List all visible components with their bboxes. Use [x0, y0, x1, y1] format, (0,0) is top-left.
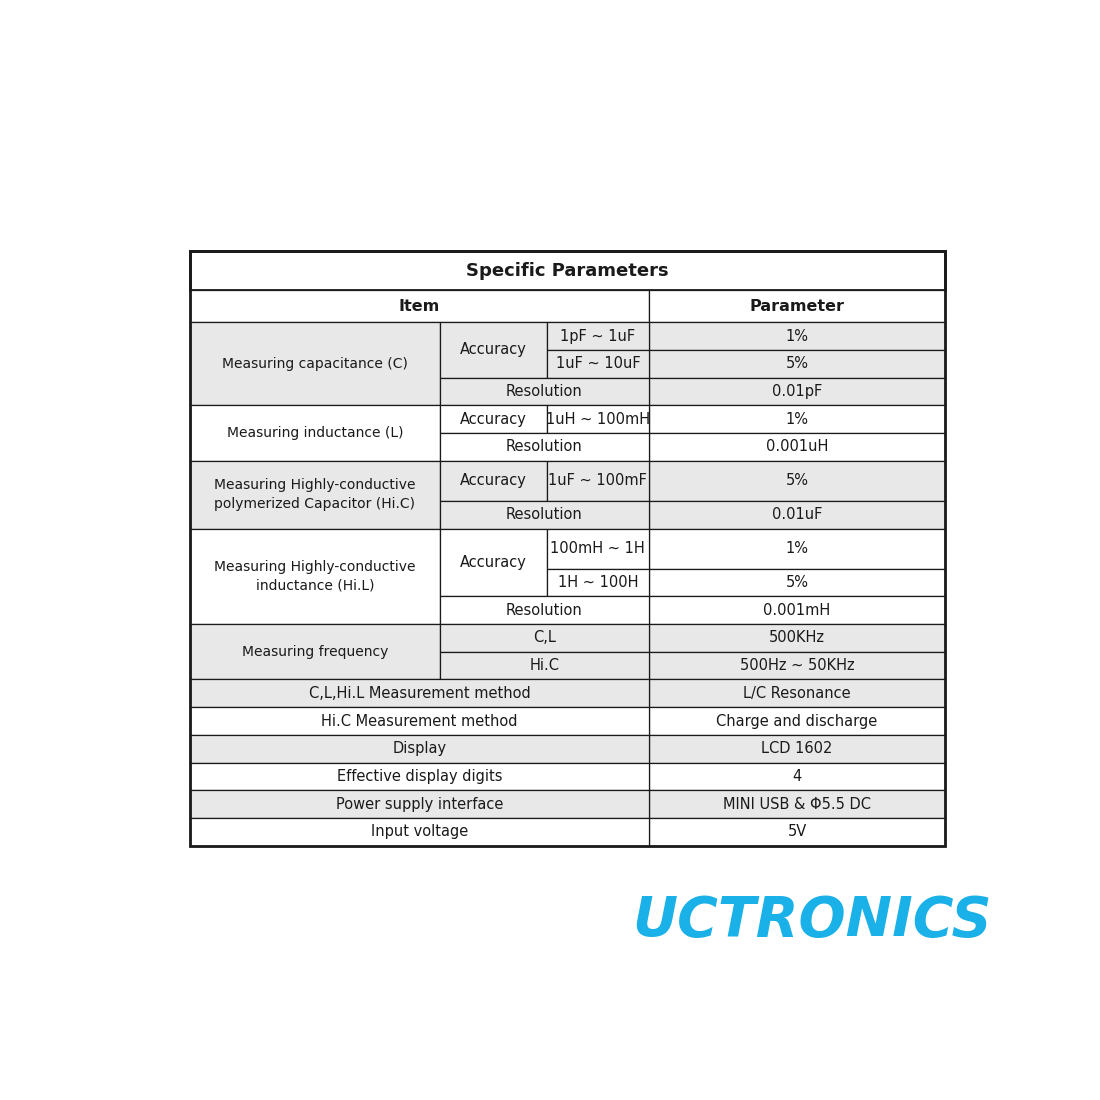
Bar: [190, 528, 440, 624]
Text: 5V: 5V: [788, 824, 806, 839]
Bar: [649, 596, 945, 624]
Text: 5%: 5%: [785, 575, 808, 590]
Bar: [649, 377, 945, 406]
Bar: [547, 322, 649, 350]
Bar: [440, 624, 649, 651]
Bar: [649, 707, 945, 735]
Bar: [649, 790, 945, 818]
Bar: [649, 818, 945, 846]
Text: LCD 1602: LCD 1602: [761, 741, 833, 757]
Bar: [649, 289, 945, 322]
Text: Hi.C: Hi.C: [529, 658, 560, 673]
Text: 1%: 1%: [785, 411, 808, 427]
Text: MINI USB & Φ5.5 DC: MINI USB & Φ5.5 DC: [723, 796, 871, 812]
Bar: [440, 461, 547, 500]
Text: L/C Resonance: L/C Resonance: [744, 685, 850, 701]
Text: Specific Parameters: Specific Parameters: [466, 262, 669, 279]
Text: 500Hz ~ 50KHz: 500Hz ~ 50KHz: [739, 658, 855, 673]
Text: 0.01pF: 0.01pF: [772, 384, 822, 399]
Bar: [440, 596, 649, 624]
Bar: [649, 461, 945, 500]
Text: Measuring Highly-conductive
inductance (Hi.L): Measuring Highly-conductive inductance (…: [214, 560, 416, 593]
Bar: [190, 252, 945, 290]
Bar: [190, 322, 440, 406]
Text: UCTRONICS: UCTRONICS: [632, 894, 991, 948]
Bar: [190, 735, 649, 762]
Bar: [190, 289, 649, 322]
Text: Measuring inductance (L): Measuring inductance (L): [227, 426, 404, 440]
Bar: [190, 624, 440, 680]
Text: 500KHz: 500KHz: [769, 630, 825, 646]
Text: Power supply interface: Power supply interface: [336, 796, 504, 812]
Bar: [649, 680, 945, 707]
Bar: [190, 762, 649, 790]
Text: 0.001mH: 0.001mH: [763, 603, 830, 618]
Text: Accuracy: Accuracy: [460, 411, 527, 427]
Bar: [547, 405, 649, 433]
Bar: [649, 350, 945, 377]
Bar: [190, 251, 945, 846]
Text: C,L,Hi.L Measurement method: C,L,Hi.L Measurement method: [309, 685, 530, 701]
Text: Display: Display: [393, 741, 447, 757]
Text: Measuring frequency: Measuring frequency: [242, 645, 388, 659]
Text: 1H ~ 100H: 1H ~ 100H: [558, 575, 638, 590]
Text: Resolution: Resolution: [506, 507, 583, 522]
Bar: [649, 762, 945, 790]
Text: Resolution: Resolution: [506, 439, 583, 454]
Bar: [440, 433, 649, 461]
Text: Measuring capacitance (C): Measuring capacitance (C): [222, 356, 408, 371]
Bar: [190, 680, 649, 707]
Bar: [649, 529, 945, 569]
Text: 1pF ~ 1uF: 1pF ~ 1uF: [560, 329, 636, 343]
Text: Parameter: Parameter: [749, 298, 845, 314]
Text: 0.001uH: 0.001uH: [766, 439, 828, 454]
Text: 1uH ~ 100mH: 1uH ~ 100mH: [546, 411, 650, 427]
Bar: [440, 405, 547, 433]
Text: 1uF ~ 10uF: 1uF ~ 10uF: [556, 356, 640, 372]
Bar: [190, 461, 440, 529]
Bar: [649, 322, 945, 350]
Bar: [547, 350, 649, 377]
Bar: [649, 569, 945, 596]
Text: Item: Item: [399, 298, 440, 314]
Text: 1uF ~ 100mF: 1uF ~ 100mF: [549, 473, 647, 488]
Bar: [190, 707, 649, 735]
Bar: [649, 735, 945, 762]
Bar: [190, 405, 440, 461]
Text: 5%: 5%: [785, 473, 808, 488]
Text: Effective display digits: Effective display digits: [337, 769, 503, 784]
Text: Hi.C Measurement method: Hi.C Measurement method: [321, 714, 518, 728]
Text: 5%: 5%: [785, 356, 808, 372]
Bar: [547, 569, 649, 596]
Bar: [649, 624, 945, 651]
Text: 0.01uF: 0.01uF: [772, 507, 822, 522]
Text: Resolution: Resolution: [506, 603, 583, 618]
Text: Accuracy: Accuracy: [460, 554, 527, 570]
Text: 4: 4: [792, 769, 802, 784]
Text: 1%: 1%: [785, 329, 808, 343]
Text: Accuracy: Accuracy: [460, 342, 527, 358]
Bar: [440, 500, 649, 529]
Bar: [649, 433, 945, 461]
Text: Resolution: Resolution: [506, 384, 583, 399]
Bar: [649, 500, 945, 529]
Text: C,L: C,L: [532, 630, 556, 646]
Bar: [649, 651, 945, 680]
Bar: [190, 790, 649, 818]
Text: Input voltage: Input voltage: [371, 824, 469, 839]
Bar: [547, 529, 649, 569]
Text: Charge and discharge: Charge and discharge: [716, 714, 878, 728]
Bar: [547, 461, 649, 500]
Bar: [190, 818, 649, 846]
Bar: [440, 528, 547, 596]
Text: 1%: 1%: [785, 541, 808, 557]
Bar: [440, 322, 547, 377]
Bar: [440, 651, 649, 680]
Bar: [649, 405, 945, 433]
Text: 100mH ~ 1H: 100mH ~ 1H: [550, 541, 646, 557]
Text: Accuracy: Accuracy: [460, 473, 527, 488]
Text: Measuring Highly-conductive
polymerized Capacitor (Hi.C): Measuring Highly-conductive polymerized …: [214, 478, 416, 510]
Bar: [440, 377, 649, 406]
